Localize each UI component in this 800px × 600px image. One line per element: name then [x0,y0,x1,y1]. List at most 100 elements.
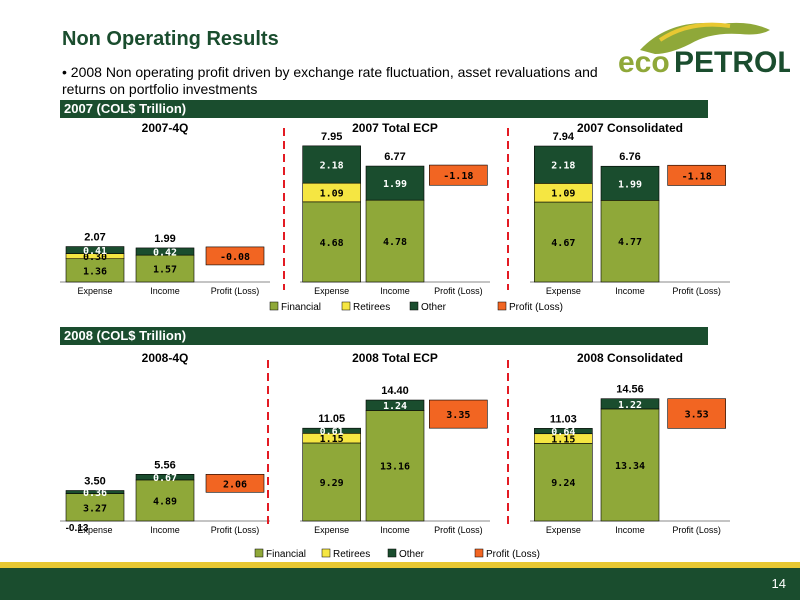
data-label: 9.24 [551,478,575,489]
bar-segment-profit [667,164,726,186]
chart-title: 2007-4Q [142,121,189,135]
summary-bullet: • 2008 Non operating profit driven by ex… [62,64,598,97]
data-label: 3.27 [83,503,107,514]
bar-total-label: 5.56 [154,459,175,471]
data-label: 0.64 [551,427,575,438]
bar-segment-profit [205,246,265,266]
x-tick-label: Expense [546,286,581,296]
data-label: 4.77 [618,237,642,248]
bar-segment-other [135,473,195,481]
footer-accent [0,562,800,568]
legend-label-financial: Financial [266,549,306,560]
data-label: 1.57 [153,265,177,276]
legend-swatch-financial [254,548,264,558]
legend-swatch-other [387,548,397,558]
x-tick-label: Expense [77,525,112,535]
page-number: 14 [771,576,786,591]
bar-total-label: 11.05 [318,413,345,425]
bar-total-label: 3.50 [84,476,105,488]
bar-segment-other [600,398,660,410]
data-label: 13.34 [615,461,645,472]
legend-swatch-retirees [341,301,351,311]
bar-segment-financial [600,408,660,522]
data-label: 4.78 [383,237,407,248]
bar-segment-other [65,490,125,494]
data-label: 1.15 [551,435,575,446]
data-label: 0.30 [83,252,107,263]
chart-title: 2008 Total ECP [352,351,438,365]
x-tick-label: Income [380,525,410,535]
data-label: 9.29 [320,478,344,489]
x-tick-label: Profit (Loss) [434,286,483,296]
bar-segment-profit [429,399,488,429]
bar-segment-financial [65,493,125,522]
x-tick-label: Profit (Loss) [672,286,721,296]
bar-segment-financial [135,254,195,283]
bar-segment-financial [302,442,361,522]
bar-total-label: 7.94 [553,131,575,143]
footer-bar: 14 [0,568,800,600]
bar-segment-other [365,399,425,411]
page-title: Non Operating Results [62,28,279,50]
data-label: 0.36 [83,488,107,499]
x-tick-label: Income [380,286,410,296]
bar-segment-other [534,428,593,435]
ecopetrol-logo: eco PETROL [618,22,790,79]
legend-label-other: Other [399,549,425,560]
x-tick-label: Expense [546,525,581,535]
data-label: 2.06 [223,479,247,490]
bar-segment-profit [205,473,265,493]
x-tick-label: Income [615,286,645,296]
bar-segment-other [135,247,195,256]
data-label: 1.09 [551,189,575,200]
x-tick-label: Profit (Loss) [434,525,483,535]
data-label: 3.53 [685,410,709,421]
bar-total-label: 14.40 [381,385,409,397]
bar-segment-other [365,165,425,201]
chart-title: 2008-4Q [142,351,189,365]
legend-label-profit: Profit (Loss) [509,302,563,313]
bar-total-label: 1.99 [154,233,175,245]
legend-swatch-other [409,301,419,311]
data-label: -1.18 [443,171,473,182]
x-tick-label: Income [150,286,180,296]
bar-segment-profit [429,164,488,186]
data-label: -0.08 [220,252,250,263]
bar-segment-financial [534,201,593,283]
bar-total-label: 14.56 [616,384,644,396]
legend-label-retirees: Retirees [333,549,370,560]
data-label: 0.61 [320,427,344,438]
x-tick-label: Profit (Loss) [211,525,260,535]
section-band-2008: 2008 (COL$ Trillion) [60,327,708,345]
x-tick-label: Profit (Loss) [211,286,260,296]
data-label: 1.22 [618,400,642,411]
legend-swatch-profit [474,548,484,558]
legend-label-financial: Financial [281,302,321,313]
data-label: 0.67 [153,473,177,484]
data-label: 2.18 [551,161,575,172]
x-tick-label: Income [615,525,645,535]
bar-total-label: 7.95 [321,131,342,143]
legend-swatch-retirees [321,548,331,558]
below-axis-label: -0.13 [66,523,89,534]
iguana-icon [640,22,770,54]
bar-segment-profit [667,398,726,429]
bar-total-label: 2.07 [84,232,105,244]
data-label: 13.16 [380,462,410,473]
bar-segment-other [65,246,125,254]
logo-eco: eco [618,46,670,79]
bar-total-label: 11.03 [550,413,577,425]
bar-segment-financial [365,199,425,283]
data-label: 1.24 [383,401,407,412]
x-tick-label: Expense [314,286,349,296]
bar-total-label: 6.77 [384,151,405,163]
x-tick-label: Expense [314,525,349,535]
data-label: 0.42 [153,248,177,259]
data-label: 2.18 [320,161,344,172]
bar-segment-other [302,427,361,434]
bar-segment-financial [302,201,361,283]
data-label: 1.99 [618,179,642,190]
bar-segment-financial [135,479,195,522]
chart-title: 2007 Total ECP [352,121,438,135]
